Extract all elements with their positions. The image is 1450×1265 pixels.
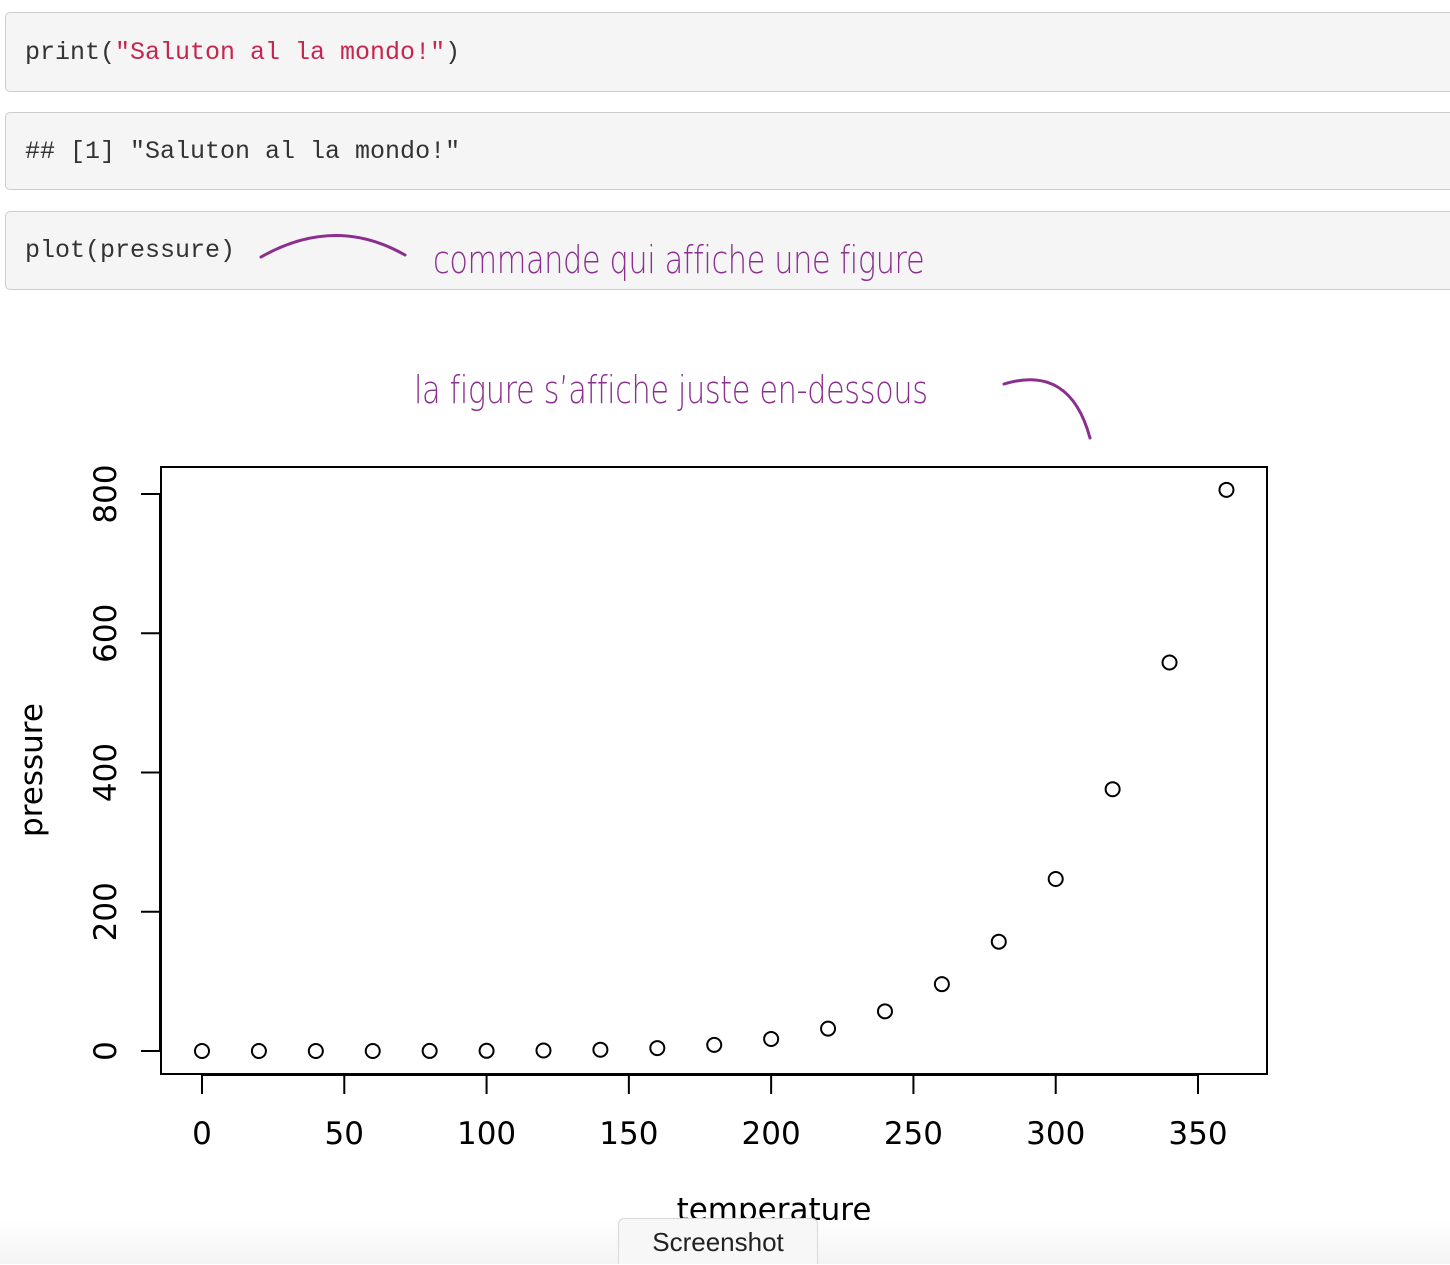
y-tick-label: 600 (88, 604, 124, 663)
x-tick-label: 200 (742, 1116, 801, 1152)
plot-frame (160, 466, 1268, 1075)
data-point (1047, 871, 1064, 888)
y-tick-label: 800 (88, 464, 124, 523)
screenshot-tab[interactable]: Screenshot (618, 1218, 818, 1264)
data-point (421, 1042, 438, 1059)
data-point (933, 976, 950, 993)
x-tick-label: 0 (192, 1116, 212, 1152)
data-point (706, 1036, 723, 1053)
annotation-curve-icon (259, 234, 407, 259)
annotation-figure: la figure s’affiche juste en-dessous (414, 368, 928, 412)
data-point (820, 1020, 837, 1037)
data-point (478, 1042, 495, 1059)
x-tick-label: 350 (1168, 1116, 1227, 1152)
data-point (649, 1040, 666, 1057)
x-tick-label: 50 (325, 1116, 364, 1152)
data-point (876, 1003, 893, 1020)
data-point (1104, 781, 1121, 798)
scatter-plot: 0 50 100 150 200 250 300 350 0 200 400 600 800 temper… (14, 464, 1268, 1220)
x-axis-label: temperature (677, 1192, 872, 1220)
data-point (990, 933, 1007, 950)
data-point (763, 1030, 780, 1047)
y-tick-label: 400 (88, 743, 124, 802)
y-tick-label: 0 (88, 1041, 124, 1061)
code-text: plot(pressure) (25, 236, 236, 265)
data-point (535, 1042, 552, 1059)
annotation-command: commande qui affiche une figure (433, 238, 925, 282)
data-point (592, 1041, 609, 1058)
y-tick-label: 200 (88, 882, 124, 941)
code-string-literal: "Saluton al la mondo!" (115, 37, 446, 67)
data-point (364, 1042, 381, 1059)
x-tick-label: 250 (884, 1116, 943, 1152)
code-text: print("Saluton al la mondo!") (25, 37, 461, 67)
annotation-arrow-icon (1002, 378, 1092, 440)
data-point (194, 1042, 210, 1059)
x-tick-label: 100 (457, 1116, 516, 1152)
x-tick-label: 300 (1026, 1116, 1085, 1152)
y-axis-label: pressure (14, 703, 50, 837)
data-point (1161, 654, 1178, 671)
code-cell-print[interactable]: print("Saluton al la mondo!") (5, 12, 1450, 92)
data-point (1218, 481, 1235, 498)
code-cell-plot[interactable]: plot(pressure) (5, 211, 1450, 290)
x-tick-label: 150 (599, 1116, 658, 1152)
data-point (250, 1042, 267, 1059)
code-output: ## [1] "Saluton al la mondo!" (5, 112, 1450, 190)
output-text: ## [1] "Saluton al la mondo!" (25, 136, 461, 166)
data-point (307, 1042, 324, 1059)
